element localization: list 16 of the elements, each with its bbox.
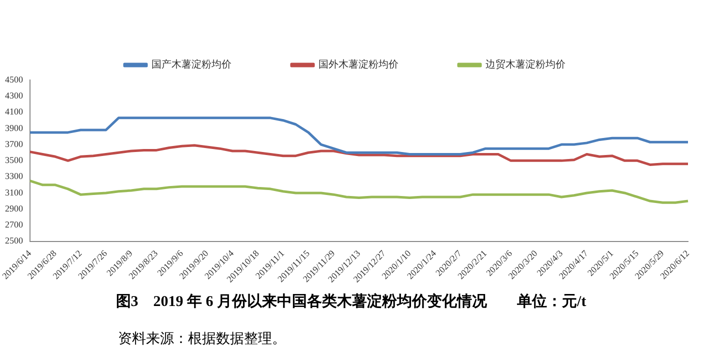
y-tick-label: 4100 bbox=[5, 106, 24, 117]
legend-label: 国产木薯淀粉均价 bbox=[152, 58, 232, 71]
text: 资料来源：根据数据整理。 bbox=[118, 330, 286, 348]
legend-label: 国外木薯淀粉均价 bbox=[318, 58, 398, 71]
y-tick-label: 3900 bbox=[5, 122, 24, 133]
text: 图3 2019 年 6 月份以来中国各类木薯淀粉均价变化情况 单位：元/t bbox=[114, 292, 588, 311]
y-tick-label: 3100 bbox=[5, 187, 24, 198]
y-tick-label: 3300 bbox=[5, 171, 24, 182]
y-tick-label: 4300 bbox=[5, 90, 24, 100]
legend-label: 边贸木薯淀粉均价 bbox=[486, 58, 566, 71]
y-tick-label: 3500 bbox=[5, 155, 24, 166]
y-tick-label: 2900 bbox=[5, 203, 24, 214]
y-tick-label: 2500 bbox=[5, 236, 24, 246]
y-tick-label: 4500 bbox=[5, 74, 24, 84]
y-tick-label: 2700 bbox=[5, 220, 24, 230]
y-tick-label: 3700 bbox=[5, 138, 24, 149]
